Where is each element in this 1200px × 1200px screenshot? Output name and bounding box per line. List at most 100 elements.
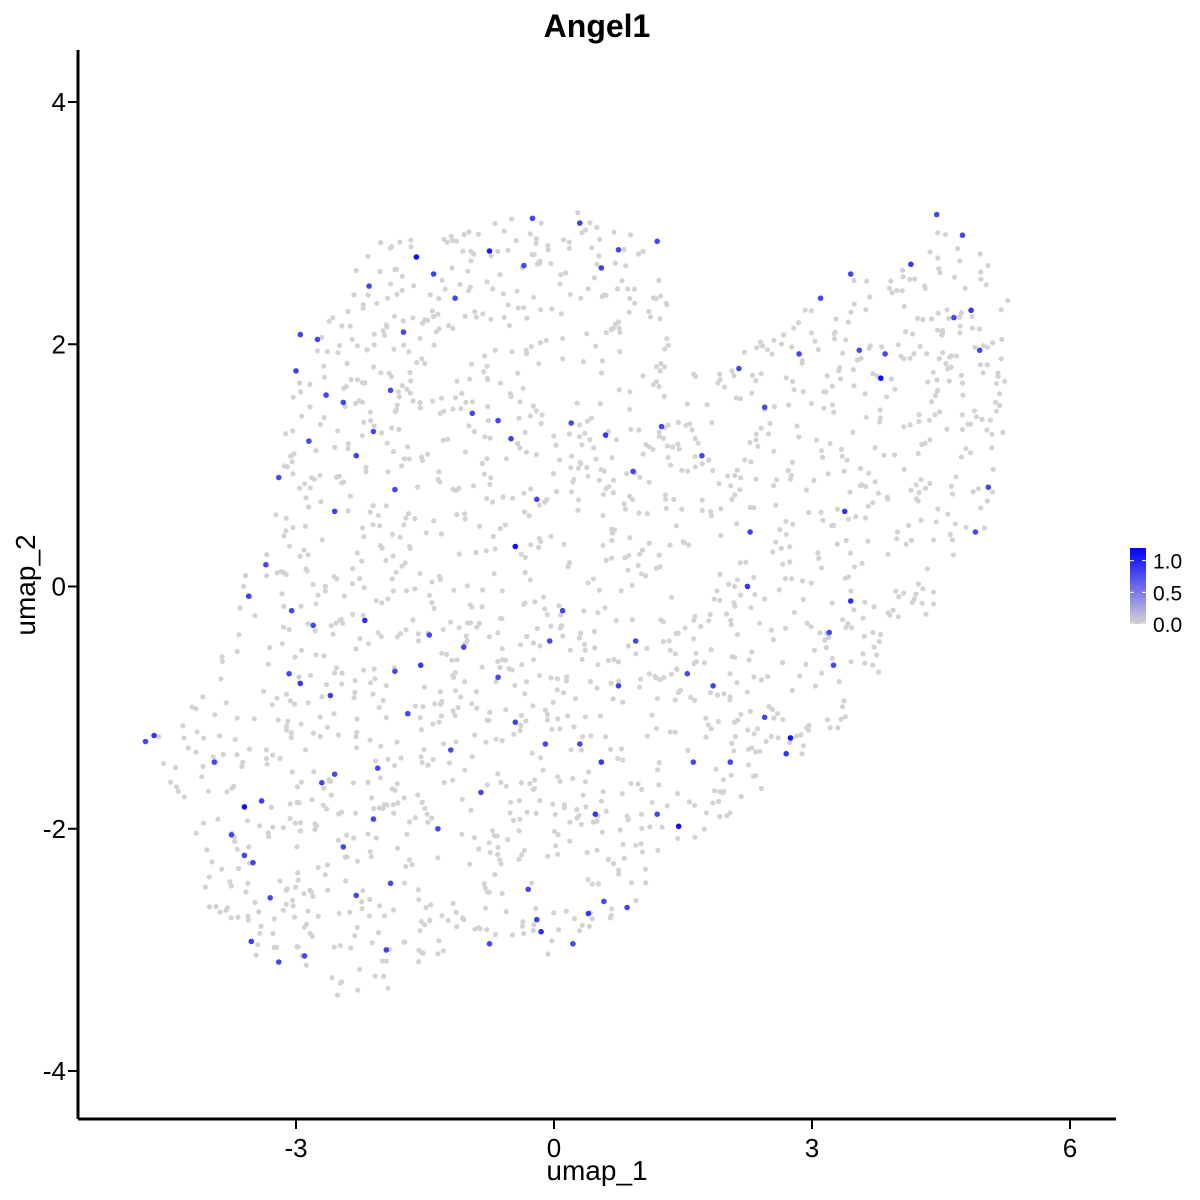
cell-point-expressed (624, 904, 630, 911)
cell-point (353, 646, 359, 652)
cell-point (565, 564, 571, 570)
cell-point (631, 286, 638, 292)
cell-point (339, 323, 345, 329)
cell-point (838, 376, 844, 382)
cell-point (870, 500, 876, 506)
cell-point (589, 245, 595, 251)
cell-point (602, 605, 608, 611)
cell-point (235, 914, 241, 920)
cell-point (475, 231, 482, 237)
cell-point (304, 568, 310, 574)
cell-point (639, 547, 646, 553)
cell-point (530, 927, 536, 934)
cell-point (524, 679, 530, 685)
cell-point (450, 708, 456, 714)
cell-point (497, 664, 503, 671)
cell-point (723, 611, 730, 617)
cell-point (915, 581, 922, 587)
cell-point (288, 734, 294, 741)
cell-point (485, 417, 491, 424)
cell-point (984, 427, 990, 433)
cell-point (181, 794, 187, 800)
cell-point-expressed (258, 798, 265, 804)
cell-point (579, 656, 585, 662)
cell-point (396, 426, 402, 433)
cell-point (671, 496, 677, 503)
cell-point (487, 709, 493, 715)
cell-point (432, 701, 438, 707)
cell-point (538, 755, 544, 761)
cell-point (228, 883, 234, 889)
cell-point (977, 362, 984, 368)
cell-point (516, 828, 522, 834)
cell-point (538, 307, 544, 313)
cell-point (412, 516, 418, 522)
cell-point (245, 880, 251, 887)
cell-point-expressed (577, 220, 583, 226)
cell-point (202, 884, 208, 890)
cell-point (675, 441, 681, 447)
cell-point (567, 819, 573, 825)
cell-point (843, 624, 849, 631)
cell-point (656, 429, 662, 435)
cell-point (579, 230, 585, 236)
cell-point-expressed (525, 886, 531, 893)
cell-point (322, 872, 328, 878)
cell-point (735, 632, 741, 638)
cell-point-expressed (478, 789, 484, 796)
cell-point (530, 640, 537, 646)
cell-point (360, 612, 366, 618)
cell-point (965, 421, 971, 427)
cell-point (804, 725, 810, 731)
cell-point (558, 272, 564, 278)
cell-point-expressed (331, 508, 338, 515)
cell-point (454, 924, 460, 930)
cell-point (579, 442, 585, 448)
cell-point (497, 272, 503, 278)
cell-point (906, 522, 912, 529)
cell-point (306, 504, 312, 510)
cell-point (610, 477, 617, 483)
cell-point (748, 459, 754, 465)
cell-point (268, 804, 274, 811)
cell-point (193, 706, 199, 712)
cell-point (734, 577, 741, 583)
cell-point (729, 740, 735, 746)
cell-point (383, 503, 389, 509)
cell-point (244, 818, 251, 824)
cell-point (824, 373, 830, 379)
cell-point (401, 795, 407, 801)
cell-point (612, 260, 618, 266)
cell-point (980, 343, 987, 349)
cell-point (359, 558, 365, 564)
cell-point (714, 692, 721, 698)
cell-point (798, 732, 804, 738)
cell-point (989, 431, 995, 437)
cell-point (975, 486, 982, 492)
cell-point (554, 676, 560, 682)
cell-point (721, 691, 727, 697)
cell-point (270, 824, 276, 830)
cell-point (581, 641, 588, 648)
cell-point (240, 583, 247, 589)
cell-point (980, 370, 986, 376)
cell-point (550, 801, 556, 808)
cell-point (556, 927, 562, 933)
cell-point (522, 600, 528, 606)
cell-point (556, 603, 562, 609)
cell-point (330, 631, 336, 637)
cell-point (751, 731, 757, 737)
cell-point (245, 917, 251, 923)
cell-point (674, 666, 680, 673)
cell-point (326, 777, 332, 783)
cell-point (757, 748, 763, 754)
cell-point (646, 540, 652, 546)
cell-point (726, 581, 732, 587)
cell-point-expressed (248, 938, 255, 945)
cell-point (688, 694, 694, 701)
cell-point (401, 456, 407, 462)
cell-point (643, 880, 649, 886)
cell-point (518, 642, 524, 648)
cell-point (665, 454, 671, 461)
cell-point (948, 483, 955, 489)
